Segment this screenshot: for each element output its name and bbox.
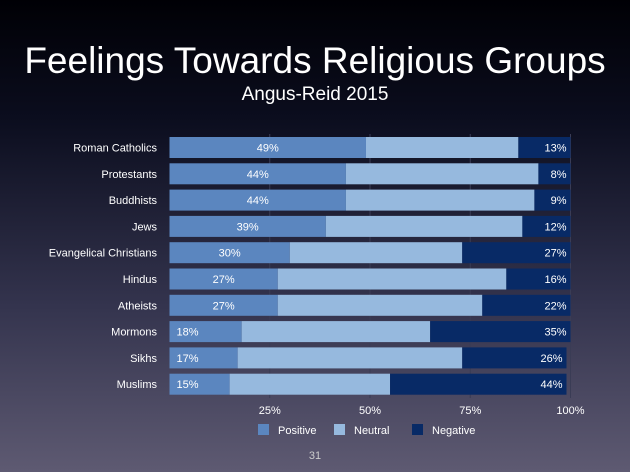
bar-neutral bbox=[277, 294, 483, 316]
bar-neutral bbox=[325, 215, 523, 237]
legend-label: Negative bbox=[432, 425, 475, 437]
bar-positive bbox=[169, 163, 346, 185]
bar-positive bbox=[169, 137, 366, 158]
data-label: 17% bbox=[176, 353, 198, 365]
bar-positive bbox=[169, 242, 290, 264]
category-label: Atheists bbox=[118, 300, 158, 312]
category-label: Mormons bbox=[111, 327, 157, 339]
bar-neutral bbox=[289, 242, 463, 264]
category-label: Muslims bbox=[117, 379, 158, 391]
bar-negative bbox=[506, 268, 571, 290]
data-label: 26% bbox=[540, 353, 562, 365]
bar-negative bbox=[462, 347, 567, 369]
bar-negative bbox=[430, 321, 571, 343]
bar-positive bbox=[169, 373, 230, 395]
bar-neutral bbox=[345, 189, 535, 211]
legend-swatch-neutral bbox=[334, 424, 345, 435]
data-label: 44% bbox=[247, 195, 269, 207]
category-label: Protestants bbox=[101, 169, 157, 181]
category-label: Hindus bbox=[123, 274, 158, 286]
x-tick-label: 25% bbox=[259, 405, 281, 417]
data-label: 27% bbox=[213, 300, 235, 312]
bar-neutral bbox=[237, 347, 463, 369]
chart-title: Feelings Towards Religious Groups bbox=[24, 40, 606, 81]
data-label: 16% bbox=[544, 274, 566, 286]
bar-neutral bbox=[277, 268, 507, 290]
data-label: 18% bbox=[176, 327, 198, 339]
x-tick-label: 100% bbox=[556, 405, 584, 417]
data-label: 22% bbox=[544, 300, 566, 312]
bar-neutral bbox=[241, 321, 431, 343]
data-label: 13% bbox=[544, 143, 566, 155]
bar-negative bbox=[518, 137, 571, 158]
legend-swatch-positive bbox=[258, 424, 269, 435]
bar-negative bbox=[538, 163, 571, 185]
bar-neutral bbox=[365, 137, 519, 158]
data-label: 27% bbox=[213, 274, 235, 286]
data-label: 12% bbox=[544, 221, 566, 233]
bar-neutral bbox=[345, 163, 539, 185]
data-label: 8% bbox=[551, 169, 567, 181]
bar-positive bbox=[169, 215, 326, 237]
data-label: 15% bbox=[176, 379, 198, 391]
bar-negative bbox=[390, 373, 567, 395]
x-tick-label: 75% bbox=[459, 405, 481, 417]
legend-label: Neutral bbox=[354, 425, 389, 437]
bar-positive bbox=[169, 294, 278, 316]
bar-negative bbox=[522, 215, 571, 237]
chart-subtitle: Angus-Reid 2015 bbox=[241, 84, 389, 105]
data-label: 49% bbox=[257, 143, 279, 155]
bar-negative bbox=[534, 189, 571, 211]
data-label: 27% bbox=[544, 248, 566, 260]
bar-negative bbox=[482, 294, 571, 316]
legend-label: Positive bbox=[278, 425, 317, 437]
data-label: 44% bbox=[540, 379, 562, 391]
data-label: 9% bbox=[551, 195, 567, 207]
x-tick-label: 50% bbox=[359, 405, 381, 417]
page-number: 31 bbox=[308, 450, 322, 462]
bar-negative bbox=[462, 242, 571, 264]
bar-positive bbox=[169, 321, 242, 343]
legend-swatch-negative bbox=[412, 424, 423, 435]
bar-positive bbox=[169, 347, 238, 369]
data-label: 35% bbox=[544, 327, 566, 339]
category-label: Buddhists bbox=[109, 195, 158, 207]
data-label: 30% bbox=[219, 248, 241, 260]
category-label: Jews bbox=[132, 221, 158, 233]
bar-neutral bbox=[229, 373, 391, 395]
bar-positive bbox=[169, 268, 278, 290]
category-label: Sikhs bbox=[130, 353, 157, 365]
bar-positive bbox=[169, 189, 346, 211]
category-label: Evangelical Christians bbox=[49, 248, 158, 260]
data-label: 39% bbox=[237, 221, 259, 233]
category-label: Roman Catholics bbox=[73, 143, 157, 155]
data-label: 44% bbox=[247, 169, 269, 181]
